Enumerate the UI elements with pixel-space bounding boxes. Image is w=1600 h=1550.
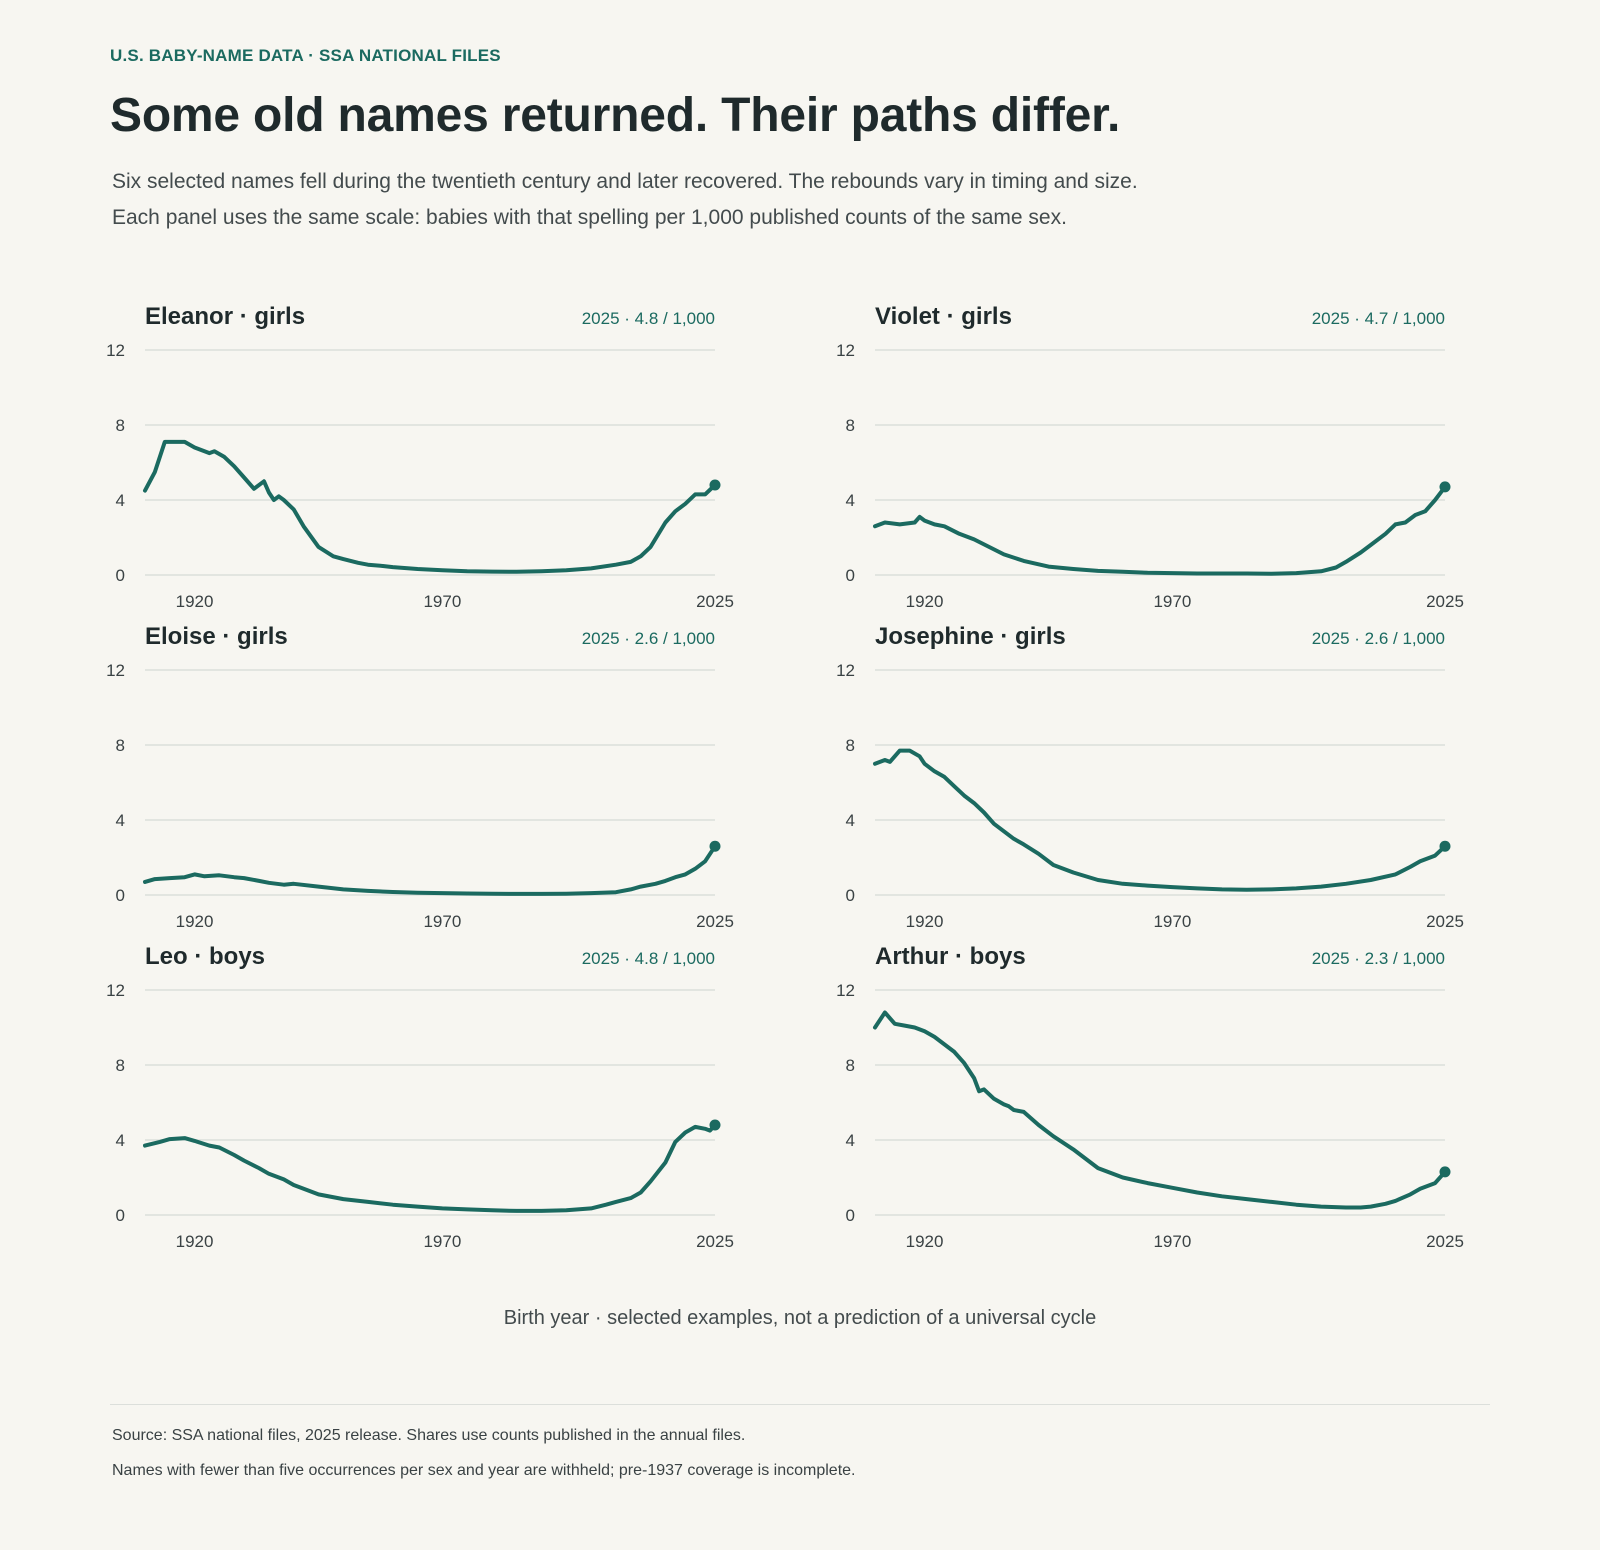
panel-leo-series-line bbox=[143, 1123, 717, 1213]
panel-josephine-y-tick-label: 12 bbox=[836, 661, 855, 680]
panel-leo-title: Leo · boys bbox=[145, 943, 265, 970]
panel-leo-x-tick-label: 1920 bbox=[176, 1232, 214, 1251]
panel-leo-y-tick-label: 12 bbox=[106, 981, 125, 1000]
panel-eleanor-series-line bbox=[143, 439, 717, 574]
panel-josephine-x-tick-label: 1920 bbox=[906, 912, 944, 931]
panel-arthur-latest-value: 2025 · 2.3 / 1,000 bbox=[1312, 949, 1445, 968]
panel-josephine: Josephine · girls 2025 · 2.6 / 1,000 0 4 8 12… bbox=[836, 623, 1464, 931]
panel-eleanor-x-tick-label: 2025 bbox=[696, 592, 734, 611]
panel-arthur: Arthur · boys 2025 · 2.3 / 1,000 0 4 8 12 1920… bbox=[836, 943, 1464, 1251]
panel-josephine-y-tick-label: 4 bbox=[846, 811, 855, 830]
panel-leo-x-tick-label: 2025 bbox=[696, 1232, 734, 1251]
panel-violet: Violet · girls 2025 · 4.7 / 1,000 0 4 8 12 192… bbox=[836, 303, 1464, 611]
panel-eloise-y-tick-label: 12 bbox=[106, 661, 125, 680]
panel-violet-y-tick-label: 0 bbox=[846, 566, 855, 585]
panel-eleanor-x-tick-label: 1920 bbox=[176, 592, 214, 611]
footer-divider bbox=[110, 1404, 1490, 1405]
panel-leo: Leo · boys 2025 · 4.8 / 1,000 0 4 8 12 1920 197… bbox=[106, 943, 734, 1251]
panel-arthur-y-tick-label: 8 bbox=[846, 1056, 855, 1075]
panel-leo-latest-value: 2025 · 4.8 / 1,000 bbox=[582, 949, 715, 968]
panel-arthur-x-tick-label: 1970 bbox=[1153, 1232, 1191, 1251]
panel-arthur-title: Arthur · boys bbox=[875, 943, 1026, 970]
panel-josephine-y-tick-label: 8 bbox=[846, 736, 855, 755]
panel-josephine-title: Josephine · girls bbox=[875, 623, 1066, 650]
panel-eloise-x-tick-label: 1920 bbox=[176, 912, 214, 931]
panel-violet-y-tick-label: 12 bbox=[836, 341, 855, 360]
panel-violet-title: Violet · girls bbox=[875, 303, 1012, 330]
panel-eleanor: Eleanor · girls 2025 · 4.8 / 1,000 0 4 8 12 19… bbox=[106, 303, 734, 611]
panel-eloise-latest-point bbox=[709, 840, 721, 852]
panel-leo-y-tick-label: 0 bbox=[116, 1206, 125, 1225]
panel-eloise: Eloise · girls 2025 · 2.6 / 1,000 0 4 8 12 192… bbox=[106, 623, 734, 931]
panel-eleanor-y-tick-label: 12 bbox=[106, 341, 125, 360]
panel-eleanor-y-tick-label: 8 bbox=[116, 416, 125, 435]
panel-eloise-x-tick-label: 1970 bbox=[423, 912, 461, 931]
subtitle-line-2: Each panel uses the same scale: babies w… bbox=[112, 206, 1067, 229]
panel-arthur-x-tick-label: 2025 bbox=[1426, 1232, 1464, 1251]
panel-eloise-y-tick-label: 0 bbox=[116, 886, 125, 905]
panel-josephine-x-tick-label: 2025 bbox=[1426, 912, 1464, 931]
panel-arthur-y-tick-label: 0 bbox=[846, 1206, 855, 1225]
panel-eleanor-y-tick-label: 0 bbox=[116, 566, 125, 585]
panel-eloise-latest-value: 2025 · 2.6 / 1,000 bbox=[582, 629, 715, 648]
panel-violet-x-tick-label: 2025 bbox=[1426, 592, 1464, 611]
x-axis-note: Birth year · selected examples, not a pr… bbox=[503, 1307, 1097, 1329]
panel-violet-y-tick-label: 8 bbox=[846, 416, 855, 435]
panel-leo-y-tick-label: 4 bbox=[116, 1131, 125, 1150]
panel-eleanor-y-tick-label: 4 bbox=[116, 491, 125, 510]
panel-josephine-latest-value: 2025 · 2.6 / 1,000 bbox=[1312, 629, 1445, 648]
small-multiples-chart: Eleanor · girls 2025 · 4.8 / 1,000 0 4 8 12 19… bbox=[106, 303, 1464, 1251]
panel-eleanor-latest-value: 2025 · 4.8 / 1,000 bbox=[582, 309, 715, 328]
panel-eloise-x-tick-label: 2025 bbox=[696, 912, 734, 931]
panel-eleanor-latest-point bbox=[709, 479, 721, 491]
source-note-1: Source: SSA national files, 2025 release… bbox=[112, 1427, 746, 1444]
panel-violet-latest-value: 2025 · 4.7 / 1,000 bbox=[1312, 309, 1445, 328]
panel-eleanor-x-tick-label: 1970 bbox=[423, 592, 461, 611]
panel-josephine-latest-point bbox=[1439, 840, 1451, 852]
subtitle-line-1: Six selected names fell during the twent… bbox=[112, 170, 1138, 193]
panel-josephine-y-tick-label: 0 bbox=[846, 886, 855, 905]
panel-eleanor-title: Eleanor · girls bbox=[145, 303, 305, 330]
panel-josephine-x-tick-label: 1970 bbox=[1153, 912, 1191, 931]
page-title: Some old names returned. Their paths dif… bbox=[110, 89, 1121, 142]
kicker: U.S. BABY-NAME DATA · SSA NATIONAL FILES bbox=[110, 46, 501, 65]
panel-arthur-latest-point bbox=[1439, 1166, 1451, 1178]
panel-violet-y-tick-label: 4 bbox=[846, 491, 855, 510]
panel-arthur-y-tick-label: 12 bbox=[836, 981, 855, 1000]
panel-leo-x-tick-label: 1970 bbox=[423, 1232, 461, 1251]
panel-arthur-x-tick-label: 1920 bbox=[906, 1232, 944, 1251]
panel-leo-latest-point bbox=[709, 1119, 721, 1131]
panel-eloise-series-line bbox=[143, 844, 717, 896]
panel-eloise-y-tick-label: 4 bbox=[116, 811, 125, 830]
panel-eloise-y-tick-label: 8 bbox=[116, 736, 125, 755]
panel-violet-series-line bbox=[873, 484, 1447, 576]
panel-eloise-title: Eloise · girls bbox=[145, 623, 288, 650]
panel-violet-x-tick-label: 1970 bbox=[1153, 592, 1191, 611]
source-note-2: Names with fewer than five occurrences p… bbox=[112, 1462, 856, 1479]
panel-josephine-series-line bbox=[873, 748, 1447, 892]
panel-arthur-series-line bbox=[873, 1010, 1447, 1210]
panel-leo-y-tick-label: 8 bbox=[116, 1056, 125, 1075]
panel-violet-x-tick-label: 1920 bbox=[906, 592, 944, 611]
panel-arthur-y-tick-label: 4 bbox=[846, 1131, 855, 1150]
panel-violet-latest-point bbox=[1439, 481, 1451, 493]
